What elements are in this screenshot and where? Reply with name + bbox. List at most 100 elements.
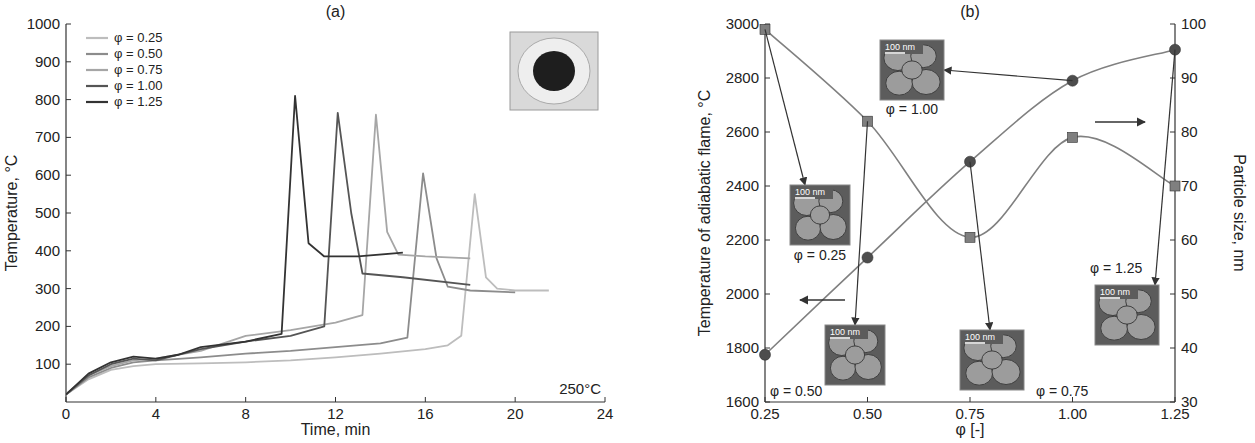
sem-scale-text: 100 nm [830,327,860,337]
sem-scale-text: 100 nm [965,332,995,342]
sem-scale-bar [1100,297,1120,299]
photo-sample [533,51,575,91]
series-line [765,29,1175,237]
series-group [66,96,549,395]
sem-inset: 100 nm [1095,285,1159,345]
legend-swatch [86,69,108,71]
photo-inset [510,32,598,110]
x-tick-label: 0.75 [955,405,984,422]
y-tick [765,132,770,133]
y-tick-label: 2800 [726,69,759,86]
legend-swatch [86,37,108,39]
sem-scale-bar [885,52,905,54]
x-tick-label: 20 [507,405,524,422]
y2-tick-label: 80 [1181,123,1198,140]
legend-swatch [86,85,108,87]
y-tick-label: 500 [35,204,60,221]
y-axis-title: Temperature of adiabatic flame, °C [696,90,713,337]
series-line [66,96,403,395]
x-tick [66,397,67,402]
panel-title: (b) [960,3,980,20]
x-tick [867,397,868,402]
sem-frame [880,40,944,100]
x-tick [970,397,971,402]
inset-label: φ = 1.25 [1090,260,1142,276]
y-tick [66,326,71,327]
x-tick-label: 0 [62,405,70,422]
x-tick [335,397,336,402]
x-tick-label: 8 [241,405,249,422]
legend: φ = 0.25φ = 0.50φ = 0.75φ = 1.00φ = 1.25 [86,30,163,109]
sem-scale-bar [795,197,815,199]
sem-inset: 100 nm [790,185,850,245]
x-tick [245,397,246,402]
sem-frame [1095,285,1159,345]
sem-label-ground [793,187,833,199]
y2-tick-label: 40 [1181,339,1198,356]
figure: (a)0481216202410020030040050060070080090… [0,0,1255,443]
sem-frame [960,330,1024,390]
sem-inset: 100 nm [825,325,885,385]
x-axis-title: Time, min [301,421,371,438]
inset-arrow [970,162,990,330]
photo-dish [518,38,590,104]
inset-arrow [1155,50,1175,285]
y-tick-label: 2200 [726,231,759,248]
y2-tick [1170,240,1175,241]
y-tick [765,186,770,187]
y-tick-label: 300 [35,280,60,297]
sem-label-ground [963,332,1003,344]
inset-arrow [765,29,805,185]
axis-arrow [800,299,845,300]
y2-tick-label: 100 [1181,15,1206,32]
y-tick-label: 1600 [726,393,759,410]
inset-arrow [944,70,1073,81]
y-tick [765,348,770,349]
axis-arrow [1095,121,1145,122]
sem-frame [825,325,885,385]
series-marker [862,252,873,263]
y-tick [66,364,71,365]
y2-tick [1170,348,1175,349]
x-tick [605,397,606,402]
y-tick-label: 100 [35,355,60,372]
x-tick [425,397,426,402]
legend-label: φ = 0.25 [114,30,163,45]
sem-inset: 100 nm [880,40,944,100]
x-tick-label: 1.00 [1058,405,1087,422]
legend-swatch [86,53,108,55]
sem-scale-bar [830,337,850,339]
sem-label-ground [883,42,923,54]
y2-tick-label: 90 [1181,69,1198,86]
sem-scale-text: 100 nm [1100,287,1130,297]
sem-inset: 100 nm [960,330,1024,390]
y2-tick-label: 30 [1181,393,1198,410]
y-tick [66,137,71,138]
x-tick-label: 0.50 [853,405,882,422]
sem-frame [790,185,850,245]
y-tick [66,175,71,176]
sem-label-ground [1098,287,1138,299]
legend-label: φ = 1.00 [114,78,163,93]
inset-arrow [855,121,868,325]
sem-label-ground [828,327,868,339]
y2-tick-label: 70 [1181,177,1198,194]
series-marker [965,232,975,242]
sem-scale-text: 100 nm [795,187,825,197]
y-axis-title: Temperature, °C [3,155,20,272]
legend-label: φ = 0.50 [114,46,163,61]
y-tick-label: 3000 [726,15,759,32]
sem-grain [810,206,829,224]
y-tick [66,99,71,100]
sem-scale-text: 100 nm [885,42,915,52]
series-group [760,24,1181,360]
legend-swatch [86,101,108,103]
y2-tick-label: 60 [1181,231,1198,248]
y2-tick [1170,24,1175,25]
y-tick-label: 2000 [726,285,759,302]
series-marker [1170,181,1180,191]
y2-tick [1170,402,1175,403]
y-tick [765,402,770,403]
legend-label: φ = 1.25 [114,94,163,109]
inset-label: φ = 0.50 [770,383,822,399]
